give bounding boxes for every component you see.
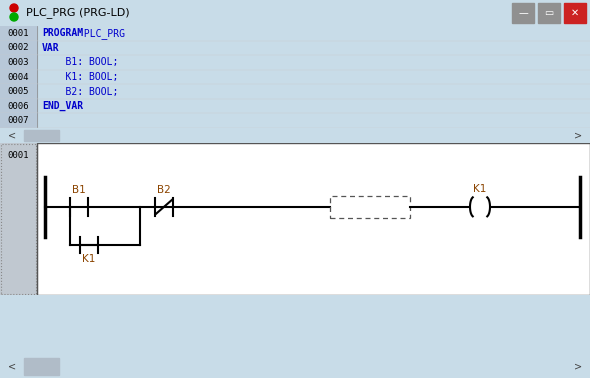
Bar	[1, 144, 36, 294]
Text: 0001: 0001	[8, 151, 30, 160]
Text: —: —	[518, 8, 528, 18]
Text: 0006: 0006	[8, 102, 30, 111]
Bar	[564, 3, 586, 23]
Text: 0002: 0002	[8, 43, 30, 53]
Text: K1: K1	[473, 184, 487, 194]
Text: 0004: 0004	[8, 73, 30, 82]
Text: 0007: 0007	[8, 116, 30, 125]
Text: <: <	[8, 361, 16, 372]
Bar	[0, 84, 37, 99]
Bar	[24, 358, 59, 375]
Bar	[538, 3, 560, 23]
Bar	[0, 55, 37, 70]
Text: >: >	[574, 361, 582, 372]
Text: K1: K1	[83, 254, 96, 264]
Text: <: <	[8, 130, 16, 141]
Bar	[0, 70, 37, 84]
Bar	[24, 130, 59, 141]
Circle shape	[10, 4, 18, 12]
Text: ✕: ✕	[571, 8, 579, 18]
Text: PLC_PRG: PLC_PRG	[78, 28, 126, 39]
Bar	[0, 40, 37, 55]
Bar	[512, 3, 534, 23]
Text: 0005: 0005	[8, 87, 30, 96]
Bar	[0, 143, 37, 295]
Text: 0001: 0001	[8, 29, 30, 38]
Text: 0003: 0003	[8, 58, 30, 67]
Text: B2: BOOL;: B2: BOOL;	[42, 87, 119, 96]
Bar	[0, 113, 37, 128]
Text: VAR: VAR	[42, 43, 60, 53]
Text: PROGRAM: PROGRAM	[42, 28, 83, 38]
Text: B2: B2	[157, 185, 171, 195]
Text: K1: BOOL;: K1: BOOL;	[42, 72, 119, 82]
Bar	[0, 26, 37, 40]
Text: B1: BOOL;: B1: BOOL;	[42, 57, 119, 67]
Text: PLC_PRG (PRG-LD): PLC_PRG (PRG-LD)	[26, 8, 130, 19]
Bar	[0, 99, 37, 113]
Circle shape	[10, 13, 18, 21]
Bar	[330, 196, 410, 218]
Text: B1: B1	[72, 185, 86, 195]
Text: ▭: ▭	[545, 8, 553, 18]
Text: >: >	[574, 130, 582, 141]
Text: END_VAR: END_VAR	[42, 101, 83, 111]
